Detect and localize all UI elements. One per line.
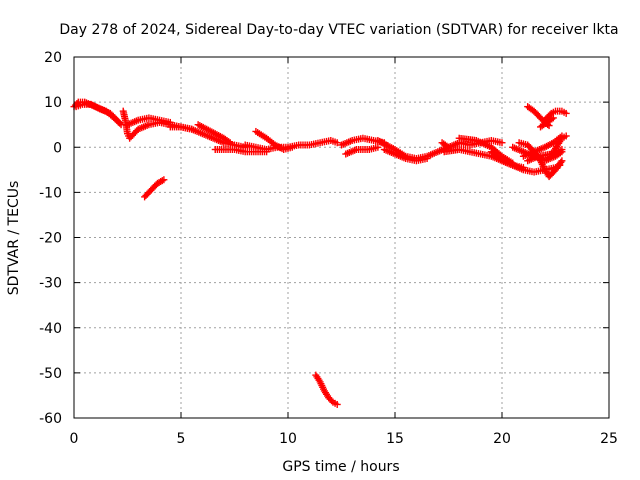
y-tick-label: -60 (39, 411, 62, 427)
y-tick-label: -20 (39, 231, 62, 247)
data-point (225, 138, 233, 146)
y-tick-label: -50 (39, 366, 62, 382)
data-point (558, 146, 566, 154)
data-point (158, 177, 166, 185)
y-tick-label: -10 (39, 185, 62, 201)
y-tick-label: -40 (39, 321, 62, 337)
plot-frame (73, 56, 610, 419)
x-tick-label: 5 (177, 431, 186, 447)
data-point (328, 397, 336, 405)
data-point (226, 139, 234, 147)
x-tick-label: 15 (386, 431, 404, 447)
y-tick-label: 10 (44, 95, 62, 111)
data-point (423, 155, 431, 163)
data-point (288, 143, 296, 151)
data-point (333, 139, 341, 147)
data-point (562, 132, 570, 140)
x-axis-label: GPS time / hours (282, 459, 399, 475)
data-point (160, 176, 168, 184)
data-marks (70, 98, 570, 408)
data-point (557, 158, 565, 166)
y-tick-label: -30 (39, 276, 62, 292)
data-point (548, 115, 556, 123)
x-tick-label: 25 (600, 431, 618, 447)
data-point (114, 117, 122, 125)
x-tick-label: 0 (70, 431, 79, 447)
data-point (498, 139, 506, 147)
data-point (562, 109, 570, 117)
data-point (333, 400, 341, 408)
data-point (549, 114, 557, 122)
y-tick-label: 0 (53, 140, 62, 156)
data-point (374, 143, 382, 151)
chart-title: Day 278 of 2024, Sidereal Day-to-day VTE… (59, 22, 618, 38)
x-tick-label: 10 (279, 431, 297, 447)
x-tick-label: 20 (493, 431, 511, 447)
y-axis-label: SDTVAR / TECUs (6, 181, 22, 296)
data-point (115, 118, 123, 126)
y-tick-label: 20 (44, 50, 62, 66)
data-point (558, 157, 566, 165)
